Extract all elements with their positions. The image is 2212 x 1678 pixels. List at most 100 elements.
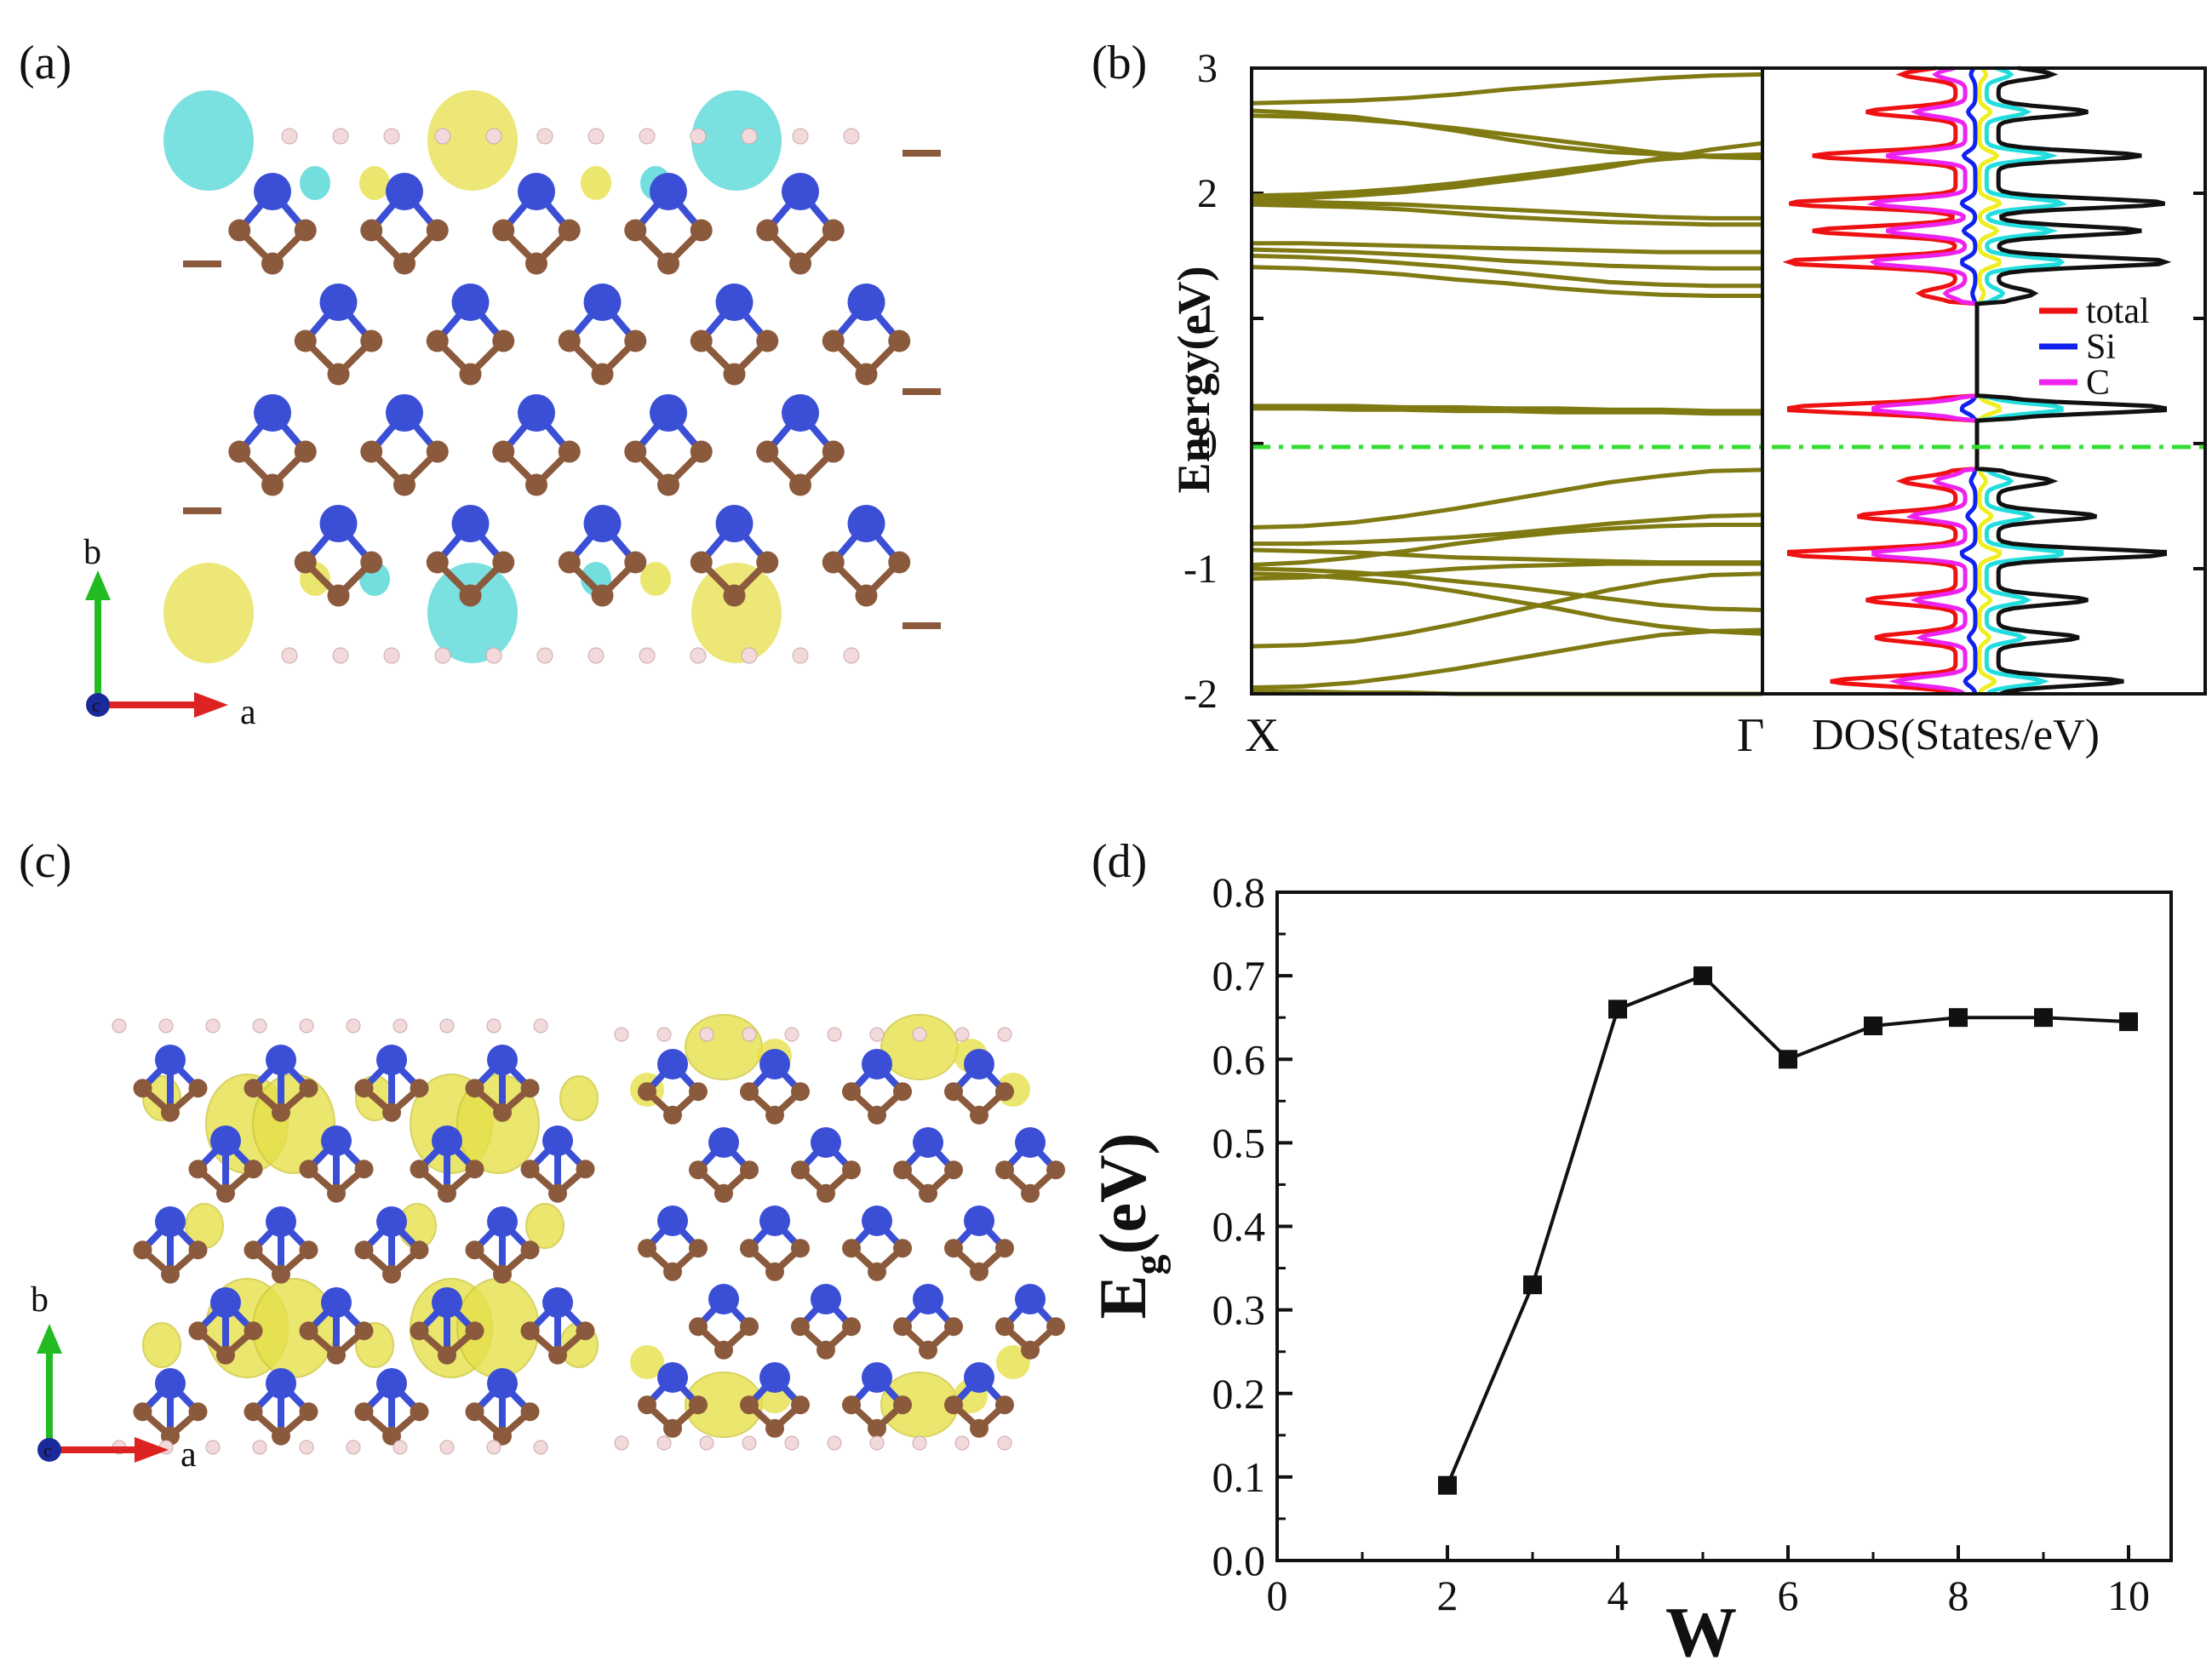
carbon-atom — [244, 1240, 263, 1260]
silicon-atom — [432, 1287, 462, 1318]
hydrogen-atom — [485, 128, 502, 145]
hydrogen-atom — [252, 1018, 267, 1034]
silicon-atom — [657, 1362, 688, 1393]
legend-label: C — [2086, 364, 2110, 403]
hydrogen-atom — [252, 1440, 267, 1455]
silicon-atom — [155, 1206, 186, 1237]
carbon-atom — [791, 1160, 810, 1180]
carbon-atom — [426, 440, 449, 463]
carbon-atom — [327, 363, 350, 386]
silicon-atom — [1015, 1284, 1046, 1314]
hydrogen-atom — [486, 1440, 501, 1455]
hydrogen-atom — [536, 128, 553, 145]
carbon-atom — [493, 1426, 512, 1446]
hydrogen-atom — [699, 1435, 714, 1451]
silicon-atom — [266, 1368, 296, 1399]
axis-c-label: c — [92, 695, 100, 716]
carbon-atom — [261, 473, 284, 496]
carbon-atom — [591, 363, 614, 386]
ytick-label: 0.5 — [1212, 1119, 1266, 1166]
silicon-atom — [913, 1127, 943, 1158]
silicon-atom — [657, 1206, 688, 1236]
silicon-atom — [542, 1287, 573, 1318]
hydrogen-atom — [434, 647, 451, 664]
carbon-atom — [690, 440, 713, 463]
silicon-atom — [847, 505, 885, 542]
panel-b-ytick-labels: -2 -1 0 1 2 3 — [1183, 46, 2205, 717]
dos-curve-dos_extra3 — [1974, 66, 2003, 695]
carbon-atom — [216, 1345, 235, 1365]
xtick-label: 6 — [1778, 1572, 1799, 1619]
carbon-atom — [410, 1160, 429, 1179]
silicon-atom — [782, 173, 819, 210]
carbon-atom — [576, 1160, 595, 1179]
panel-d-bandgap-chart: (d) 0.0 0.1 0.2 0.3 0.4 0.5 0.6 0.7 0.8 0 2 4 6 8 10 W… — [1086, 835, 2173, 1672]
carbon-atom — [740, 1239, 759, 1258]
ytick-label: 0.4 — [1212, 1203, 1266, 1251]
carbon-atom — [723, 584, 746, 607]
carbon-atom — [558, 551, 581, 574]
hydrogen-atom — [656, 1027, 672, 1042]
hydrogen-atom — [639, 128, 656, 145]
hydrogen-atom — [439, 1440, 455, 1455]
carbon-atom — [576, 1321, 595, 1341]
silicon-atom — [487, 1206, 518, 1237]
carbon-atom — [791, 1317, 810, 1337]
carbon-atom — [638, 1239, 656, 1258]
eg-point — [1949, 1008, 1968, 1028]
hydrogen-atom — [869, 1435, 885, 1451]
silicon-atom — [321, 1287, 352, 1318]
silicon-atom — [862, 1362, 892, 1393]
carbon-atom — [492, 440, 515, 463]
orbital-lobe — [142, 1322, 181, 1368]
carbon-atom — [756, 219, 779, 242]
band-line — [1251, 254, 1762, 289]
carbon-atom — [970, 1418, 989, 1438]
hydrogen-atom — [954, 1027, 970, 1042]
carbon-atom — [520, 1079, 540, 1098]
carbon-atom — [493, 1264, 512, 1284]
hydrogen-atom — [656, 1435, 672, 1451]
silicon-atom — [542, 1125, 573, 1156]
eg-point — [1608, 999, 1627, 1019]
carbon-atom — [299, 1079, 318, 1098]
hydrogen-atom — [485, 647, 502, 664]
carbon-atom — [791, 1082, 810, 1102]
silicon-atom — [386, 394, 423, 432]
hydrogen-atom — [281, 128, 298, 145]
eg-point — [1779, 1050, 1797, 1069]
carbon-atom — [294, 219, 317, 242]
silicon-atom — [376, 1045, 407, 1075]
silicon-atom — [155, 1045, 186, 1075]
carbon-atom — [740, 1317, 759, 1337]
hydrogen-atom — [533, 1440, 548, 1455]
panel-a-molecule — [183, 128, 941, 664]
carbon-atom — [690, 329, 713, 352]
carbon-atom — [1046, 1160, 1065, 1180]
carbon-atom — [133, 1402, 152, 1422]
carbon-atom — [995, 1317, 1014, 1337]
silicon-atom — [862, 1049, 892, 1080]
carbon-atom — [188, 1321, 208, 1341]
xtick-label: 2 — [1437, 1572, 1458, 1619]
hydrogen-atom — [587, 647, 605, 664]
orbital-lobe — [427, 90, 518, 191]
carbon-atom — [244, 1079, 263, 1098]
silicon-atom — [862, 1206, 892, 1236]
carbon-atom — [624, 219, 647, 242]
eg-point — [1523, 1275, 1542, 1295]
carbon-atom — [261, 252, 284, 275]
orbital-lobe — [163, 563, 254, 663]
carbon-atom — [459, 363, 482, 386]
hydrogen-atom — [843, 128, 860, 145]
ylabel-unit: (eV) — [1086, 1133, 1160, 1255]
carbon-atom — [842, 1082, 861, 1102]
hydrogen-atom — [614, 1435, 629, 1451]
carbon-atom — [272, 1264, 290, 1284]
panel-b-band-lines — [1251, 72, 1763, 696]
small-orbital-lobe — [630, 1345, 664, 1379]
carbon-atom — [360, 219, 383, 242]
silicon-atom — [811, 1127, 841, 1158]
carbon-atom — [216, 1183, 235, 1203]
hydrogen-atom — [281, 647, 298, 664]
